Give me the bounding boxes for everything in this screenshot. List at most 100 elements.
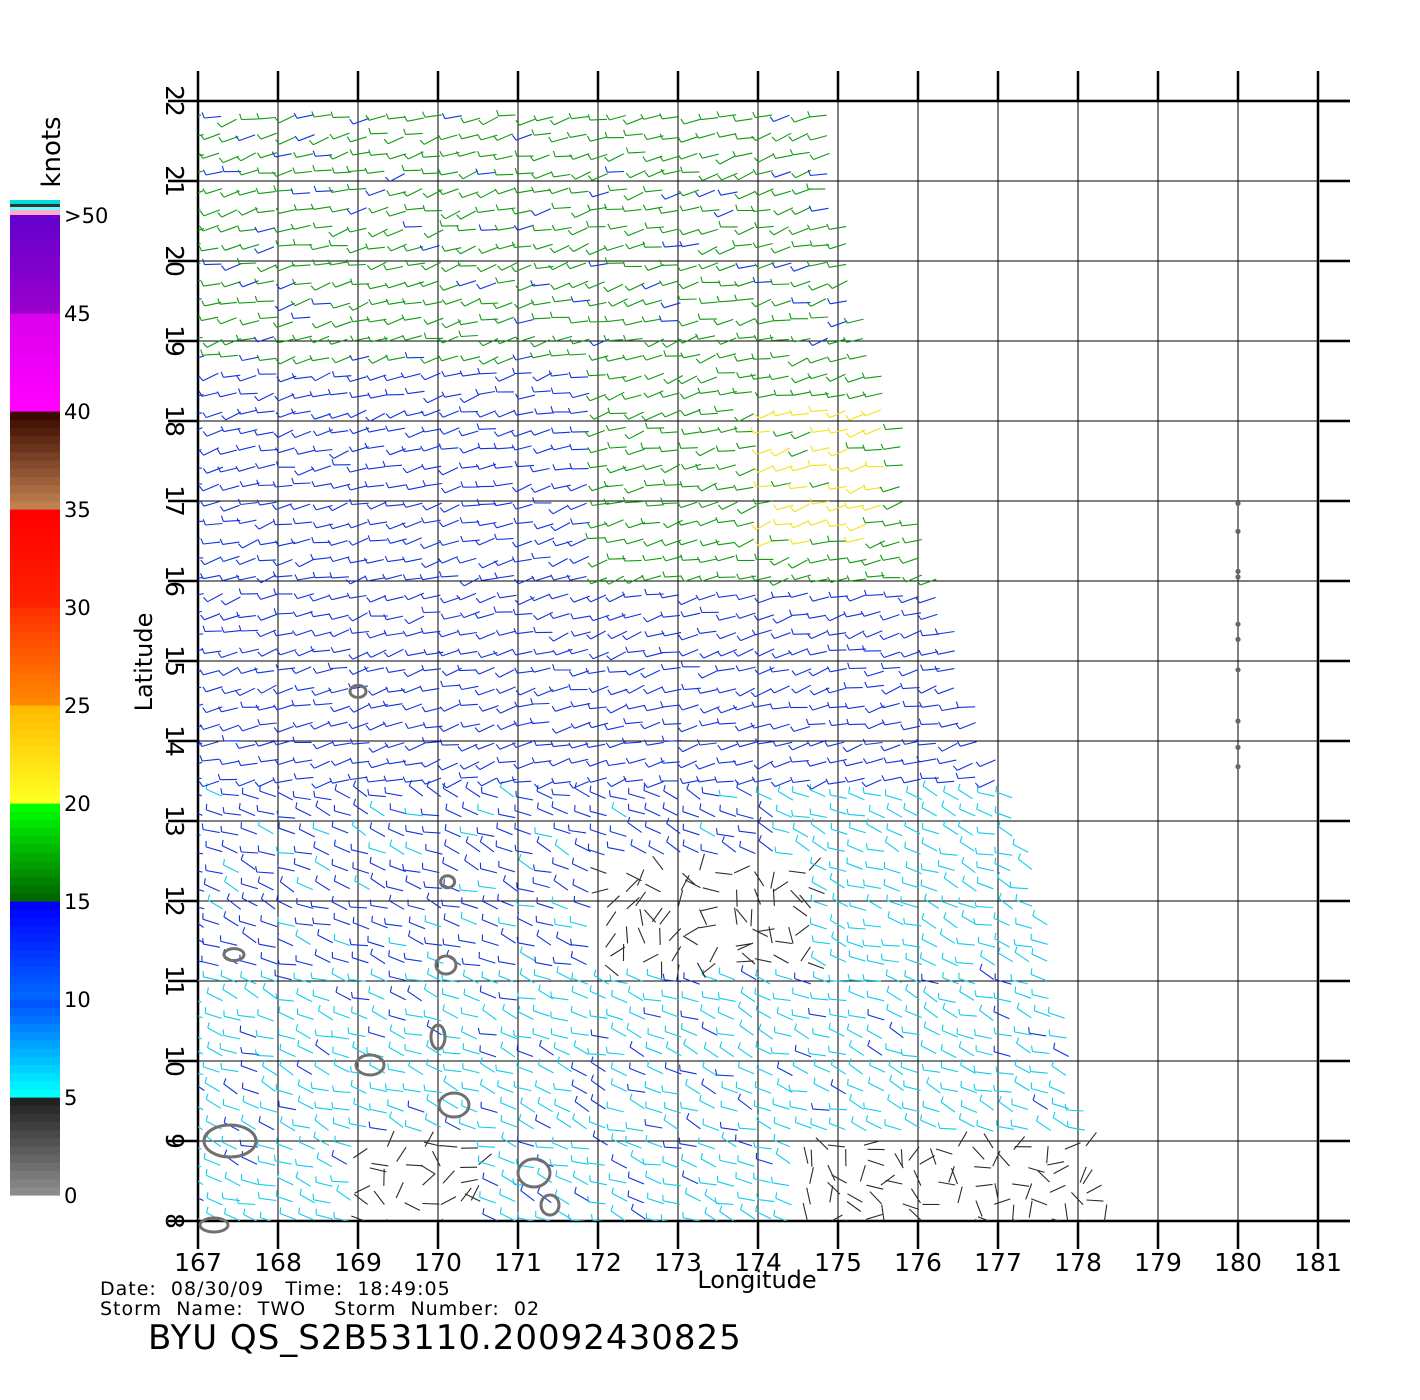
wind-barb-flag bbox=[592, 1130, 596, 1137]
wind-barb bbox=[755, 448, 772, 456]
wind-barb bbox=[405, 537, 422, 546]
wind-barb bbox=[423, 172, 441, 175]
wind-barb-flag bbox=[642, 185, 647, 193]
wind-barb bbox=[552, 862, 569, 870]
wind-barb bbox=[424, 920, 442, 928]
wind-barb bbox=[572, 521, 590, 525]
wind-barb bbox=[958, 902, 976, 909]
wind-barb bbox=[277, 938, 294, 947]
wind-barb bbox=[792, 828, 809, 838]
wind-barb bbox=[885, 685, 901, 695]
wind-barb-flag bbox=[221, 688, 226, 694]
wind-barb bbox=[423, 611, 441, 614]
wind-barb bbox=[537, 689, 554, 697]
wind-barb bbox=[830, 1084, 846, 1095]
wind-barb-flag bbox=[585, 667, 589, 674]
wind-barb-flag bbox=[611, 1133, 614, 1140]
wind-barb bbox=[331, 973, 348, 982]
wind-barb-flag bbox=[921, 801, 924, 808]
wind-barb bbox=[757, 1199, 775, 1203]
wind-barb bbox=[479, 1050, 497, 1058]
wind-barb bbox=[664, 739, 682, 742]
wind-barb-flag bbox=[623, 487, 629, 494]
wind-barb-flag bbox=[353, 1097, 356, 1104]
wind-barb-flag bbox=[331, 1149, 335, 1157]
wind-barb bbox=[198, 355, 205, 359]
wind-barb bbox=[590, 1079, 606, 1091]
wind-barb-flag bbox=[769, 560, 775, 566]
wind-barb bbox=[625, 779, 643, 783]
wind-barb bbox=[198, 298, 202, 300]
wind-barb-flag bbox=[553, 918, 556, 925]
wind-barb bbox=[373, 1190, 385, 1205]
wind-barb bbox=[497, 356, 514, 365]
wind-barb-flag bbox=[402, 864, 405, 871]
wind-barb-flag bbox=[794, 1116, 797, 1123]
wind-barb bbox=[481, 792, 499, 799]
wind-barb-flag bbox=[732, 240, 736, 247]
wind-barb-flag bbox=[659, 427, 663, 434]
wind-barb-flag bbox=[714, 555, 719, 562]
colorbar-cap bbox=[10, 200, 60, 204]
wind-barb bbox=[351, 1011, 368, 1020]
wind-barb bbox=[242, 1087, 259, 1095]
wind-barb bbox=[831, 1174, 847, 1184]
wind-barb-flag bbox=[531, 552, 535, 559]
wind-barb bbox=[204, 556, 221, 566]
wind-barb-flag bbox=[224, 1207, 227, 1214]
wind-barb-flag bbox=[365, 463, 369, 470]
wind-barb-flag bbox=[627, 985, 631, 992]
wind-barb-flag bbox=[606, 666, 610, 673]
wind-barb bbox=[699, 630, 717, 634]
wind-barb bbox=[682, 811, 700, 818]
wind-barb-flag bbox=[754, 651, 760, 657]
wind-barb bbox=[479, 372, 497, 375]
wind-barb bbox=[626, 538, 644, 545]
wind-barb bbox=[260, 957, 278, 965]
wind-barb-flag bbox=[683, 1038, 687, 1045]
wind-barb-flag bbox=[660, 411, 666, 418]
wind-barb-flag bbox=[826, 483, 831, 490]
wind-barb bbox=[496, 845, 513, 853]
wind-barb bbox=[740, 1209, 756, 1220]
wind-barb bbox=[331, 576, 349, 579]
wind-barb-flag bbox=[328, 594, 333, 600]
colorbar-segment bbox=[10, 1015, 60, 1025]
wind-barb-flag bbox=[328, 523, 333, 529]
wind-barb bbox=[296, 357, 313, 365]
wind-barb bbox=[774, 1122, 791, 1130]
wind-barb bbox=[223, 190, 240, 198]
wind-barb bbox=[755, 500, 773, 505]
wind-barb bbox=[865, 427, 882, 435]
colorbar-segment bbox=[10, 1137, 60, 1147]
wind-barb bbox=[829, 878, 845, 889]
wind-barb-flag bbox=[721, 1131, 725, 1138]
wind-barb-flag bbox=[773, 504, 778, 511]
wind-barb bbox=[203, 723, 220, 731]
wind-barb-flag bbox=[235, 780, 240, 787]
wind-barb bbox=[552, 758, 569, 767]
wind-barb bbox=[571, 1160, 589, 1165]
wind-barb bbox=[645, 189, 663, 193]
wind-barb bbox=[517, 942, 535, 947]
wind-barb bbox=[831, 936, 847, 947]
wind-barb-flag bbox=[715, 464, 720, 470]
wind-barb bbox=[646, 614, 663, 623]
wind-barb-flag bbox=[751, 629, 756, 636]
wind-barb bbox=[478, 885, 496, 890]
wind-barb-flag bbox=[588, 687, 593, 693]
wind-barb bbox=[754, 576, 772, 582]
wind-barb bbox=[774, 779, 791, 788]
wind-barb-flag bbox=[222, 858, 226, 866]
wind-barb bbox=[668, 928, 682, 942]
wind-barb-flag bbox=[530, 210, 536, 216]
colorbar-tick-label: >50 bbox=[64, 204, 108, 228]
wind-barb-flag bbox=[292, 757, 296, 764]
wind-barb-flag bbox=[697, 229, 702, 235]
wind-barb bbox=[536, 243, 553, 250]
wind-barb bbox=[624, 594, 642, 598]
wind-barb bbox=[554, 844, 570, 856]
wind-barb-flag bbox=[574, 1187, 577, 1194]
wind-barb-flag bbox=[827, 321, 832, 328]
wind-barb-flag bbox=[556, 1112, 560, 1119]
